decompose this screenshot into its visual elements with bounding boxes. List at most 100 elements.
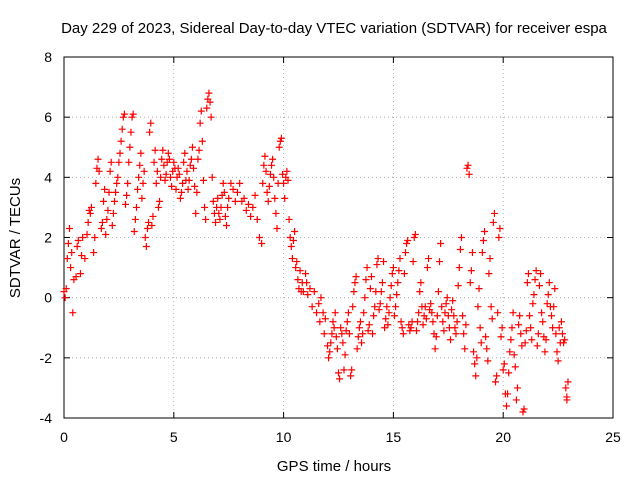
data-point — [283, 167, 291, 175]
data-point — [508, 324, 516, 332]
data-point — [431, 345, 439, 353]
data-point — [157, 173, 165, 181]
data-point — [214, 194, 222, 202]
data-point — [450, 312, 458, 320]
data-point — [347, 372, 355, 380]
data-point — [152, 179, 160, 187]
data-point — [443, 294, 451, 302]
grid — [64, 57, 613, 418]
x-tick-label: 15 — [386, 429, 402, 445]
data-point — [537, 270, 545, 278]
data-point — [539, 318, 547, 326]
data-point — [520, 405, 528, 413]
data-point — [544, 291, 552, 299]
data-point — [253, 215, 261, 223]
data-point — [327, 339, 335, 347]
data-point — [397, 318, 405, 326]
data-point — [229, 185, 237, 193]
data-point — [494, 309, 502, 317]
data-point — [287, 243, 295, 251]
data-point — [319, 309, 327, 317]
data-point — [512, 396, 520, 404]
data-point — [370, 312, 378, 320]
data-point — [462, 321, 470, 329]
data-point — [521, 339, 529, 347]
data-point — [485, 270, 493, 278]
data-point — [197, 107, 205, 115]
data-point — [179, 179, 187, 187]
data-point — [215, 209, 223, 217]
data-point — [455, 264, 463, 272]
data-point — [421, 303, 429, 311]
data-point — [404, 237, 412, 245]
data-point — [148, 221, 156, 229]
data-point — [395, 267, 403, 275]
data-point — [158, 155, 166, 163]
data-point — [186, 161, 194, 169]
data-point — [308, 303, 316, 311]
data-point — [247, 212, 255, 220]
data-point — [145, 218, 153, 226]
data-point — [427, 300, 435, 308]
data-point — [276, 137, 284, 145]
data-point — [400, 270, 408, 278]
data-point — [366, 285, 374, 293]
data-point — [550, 303, 558, 311]
data-point — [321, 315, 329, 323]
data-point — [196, 119, 204, 127]
data-point — [147, 119, 155, 127]
data-point — [360, 309, 368, 317]
data-point — [174, 164, 182, 172]
data-point — [364, 327, 372, 335]
data-point — [500, 360, 508, 368]
data-point — [376, 300, 384, 308]
data-point — [306, 285, 314, 293]
data-point — [488, 315, 496, 323]
data-point — [365, 321, 373, 329]
data-point — [434, 288, 442, 296]
data-point — [509, 309, 517, 317]
data-point — [81, 255, 89, 263]
data-point — [374, 255, 382, 263]
data-point — [326, 348, 334, 356]
data-point — [428, 309, 436, 317]
data-point — [266, 170, 274, 178]
data-point — [76, 270, 84, 278]
data-point — [217, 203, 225, 211]
x-tick-label: 20 — [495, 429, 511, 445]
data-point — [262, 167, 270, 175]
data-point — [193, 188, 201, 196]
data-point — [277, 134, 285, 142]
y-tick-label: 6 — [44, 109, 52, 125]
data-point — [236, 179, 244, 187]
data-point — [83, 230, 91, 238]
data-point — [194, 155, 202, 163]
data-point — [535, 282, 543, 290]
data-point — [551, 285, 559, 293]
data-point — [393, 291, 401, 299]
data-point — [78, 252, 86, 260]
data-point — [510, 351, 518, 359]
data-point — [91, 234, 99, 241]
data-point — [342, 327, 350, 335]
data-point — [474, 303, 482, 311]
data-point — [205, 89, 213, 97]
data-point — [511, 363, 519, 371]
data-point — [481, 227, 489, 235]
data-point — [534, 330, 542, 338]
data-point — [79, 234, 87, 241]
data-point — [121, 200, 129, 208]
data-point — [554, 357, 562, 365]
data-point — [191, 182, 199, 190]
data-point — [504, 390, 512, 398]
data-point — [281, 194, 289, 202]
data-point — [452, 330, 460, 338]
data-point — [251, 191, 259, 199]
data-point — [164, 149, 172, 157]
data-point — [523, 279, 531, 287]
data-point — [136, 161, 144, 169]
data-point — [62, 285, 70, 293]
data-point — [390, 312, 398, 320]
data-point — [272, 209, 280, 217]
y-tick-labels: -4 -2 0 2 4 6 8 — [40, 49, 53, 426]
